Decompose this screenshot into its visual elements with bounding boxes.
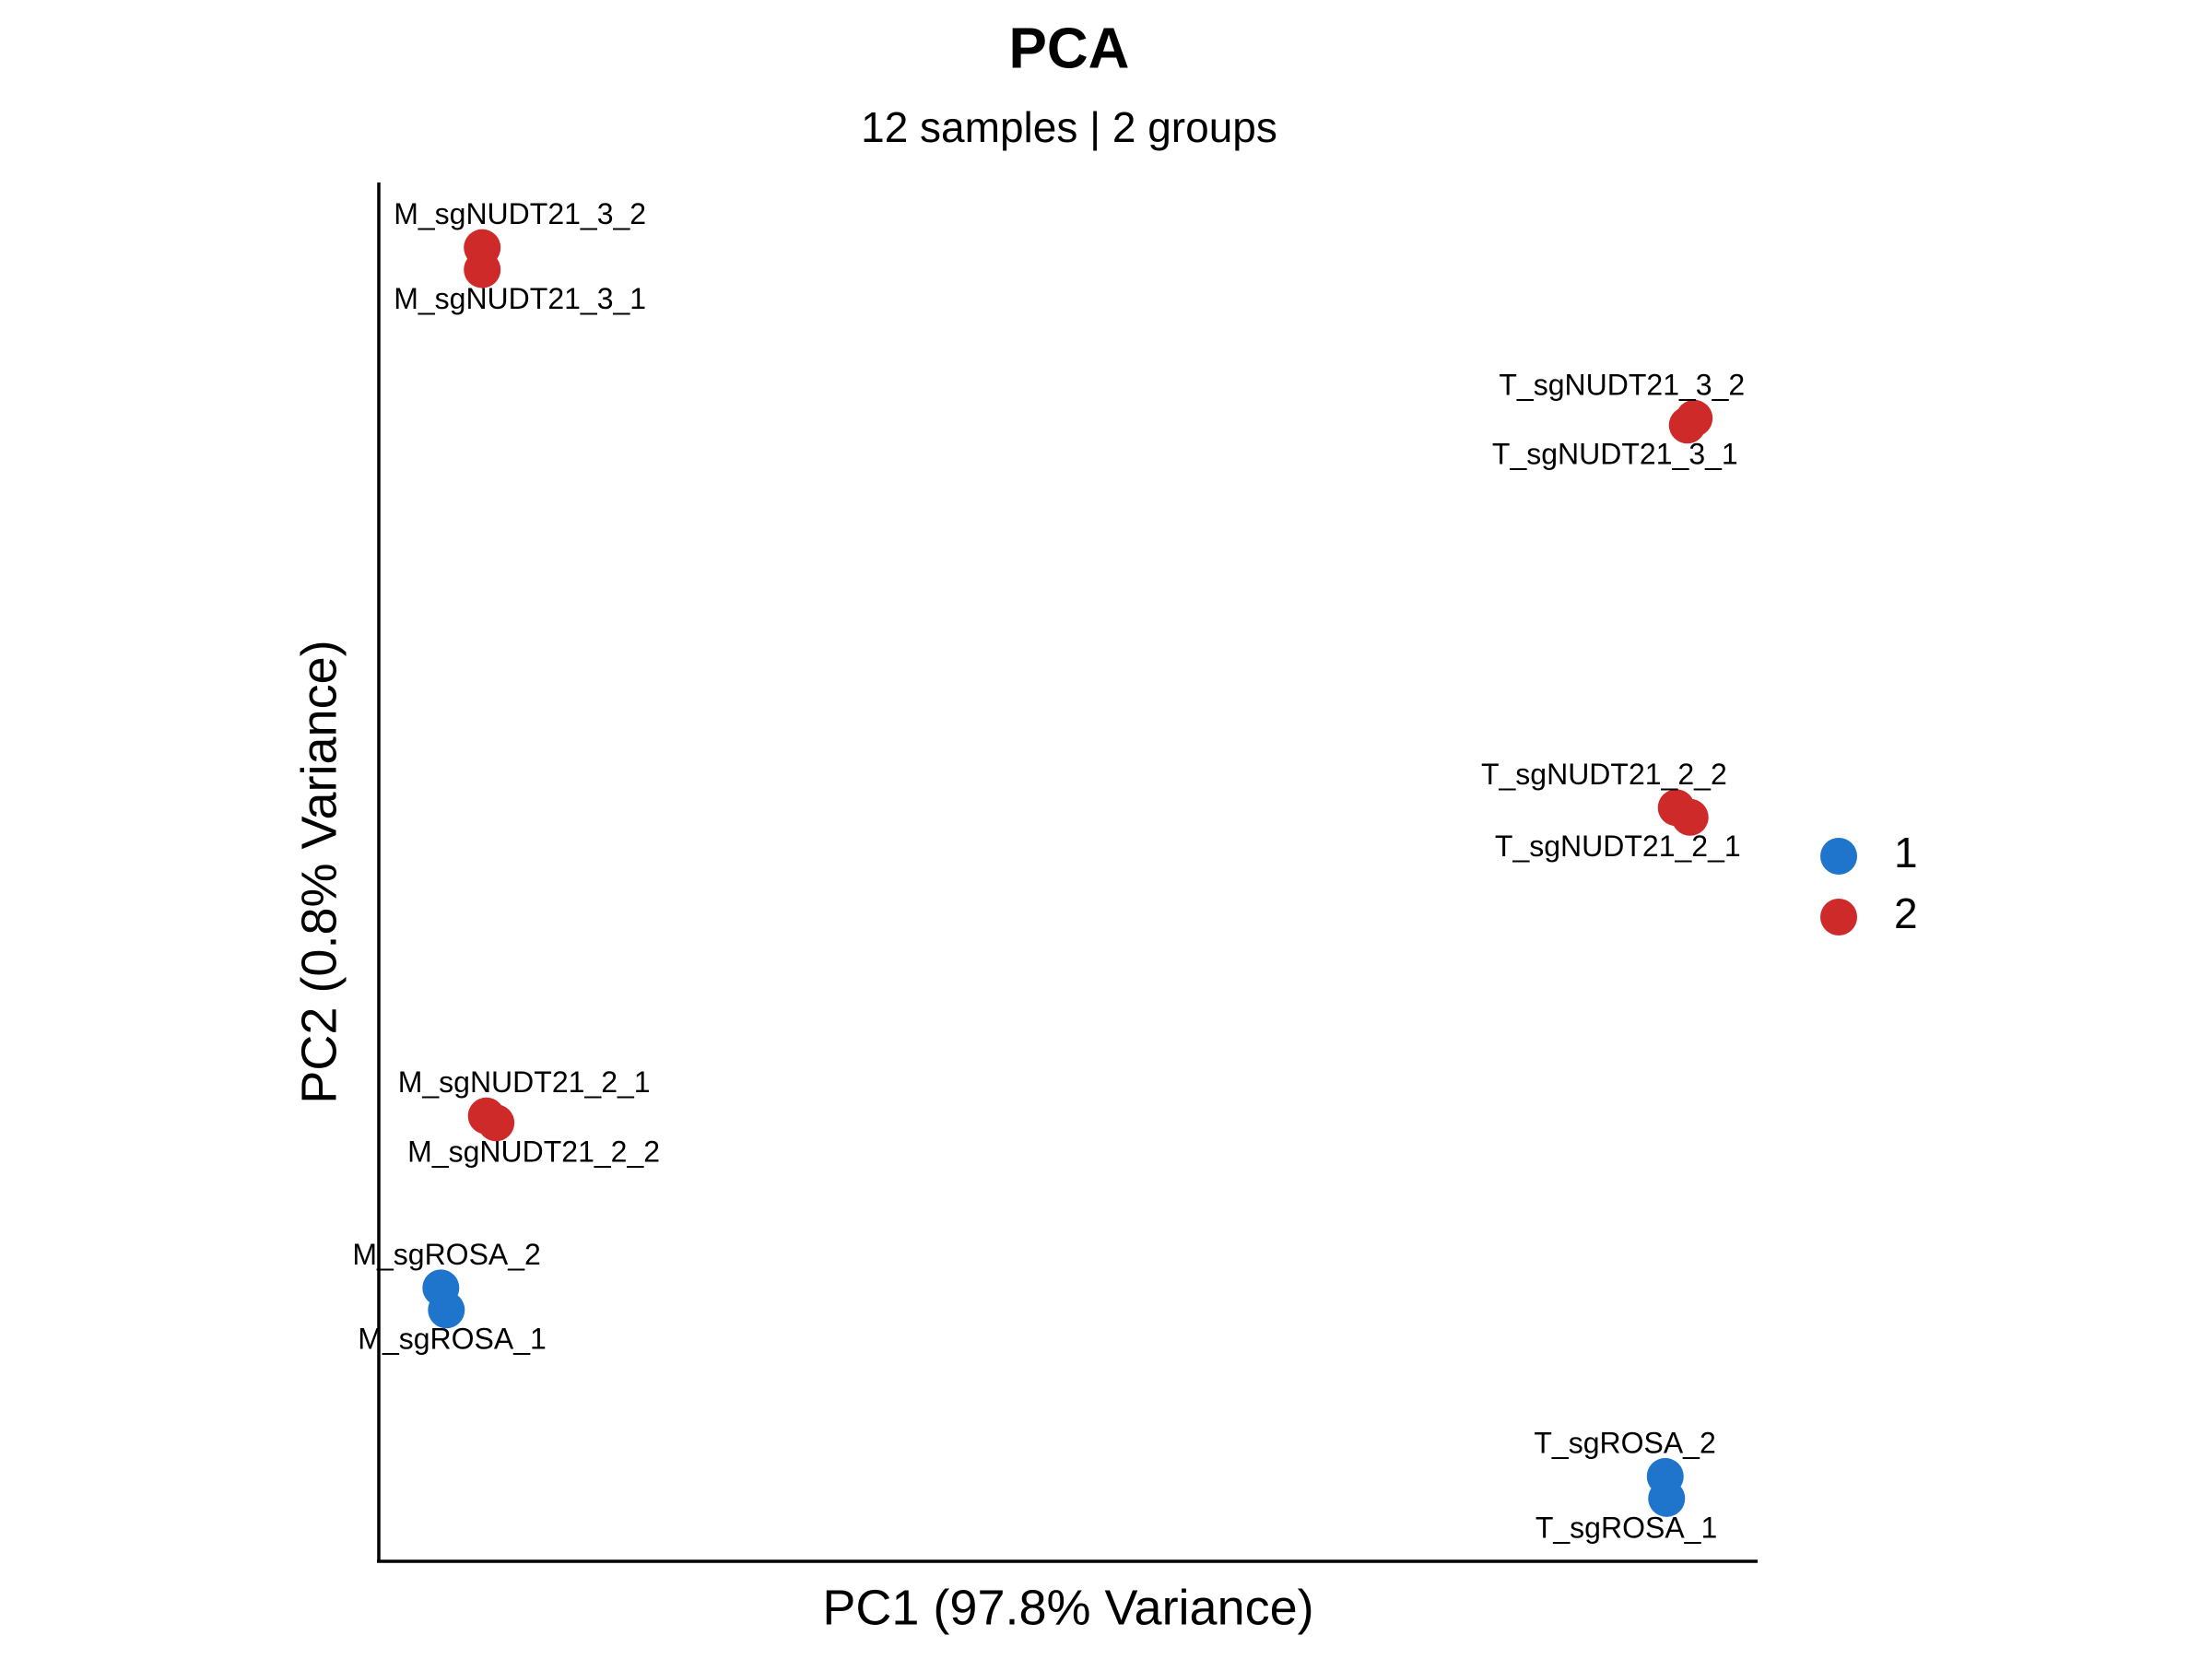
point-label: M_sgNUDT21_2_1 [398, 1065, 651, 1099]
point [1671, 798, 1709, 836]
point [428, 1291, 465, 1329]
legend-label: 1 [1894, 829, 1918, 877]
point-label: T_sgNUDT21_2_2 [1481, 758, 1727, 791]
point-label: M_sgROSA_2 [352, 1238, 541, 1271]
x-axis-title: PC1 (97.8% Variance) [822, 1580, 1313, 1635]
y-axis-title: PC2 (0.8% Variance) [291, 640, 347, 1103]
point-label: M_sgROSA_1 [358, 1323, 547, 1356]
point-label: T_sgROSA_2 [1534, 1426, 1715, 1459]
legend-marker [1820, 838, 1857, 875]
point [1648, 1479, 1686, 1517]
chart-title: PCA [1009, 17, 1130, 80]
point [1668, 406, 1706, 444]
point-label: M_sgNUDT21_3_1 [394, 282, 646, 315]
point-label: T_sgNUDT21_2_1 [1495, 830, 1741, 863]
chart-subtitle: 12 samples | 2 groups [861, 103, 1277, 151]
point-label: T_sgNUDT21_3_1 [1492, 438, 1738, 471]
point-label: M_sgNUDT21_3_2 [394, 197, 646, 230]
legend-marker [1820, 899, 1857, 935]
legend-label: 2 [1894, 889, 1918, 937]
point-label: M_sgNUDT21_2_2 [407, 1135, 660, 1169]
point-label: T_sgROSA_1 [1535, 1511, 1717, 1544]
point-label: T_sgNUDT21_3_2 [1499, 368, 1745, 401]
point [464, 251, 501, 288]
point [477, 1104, 515, 1142]
